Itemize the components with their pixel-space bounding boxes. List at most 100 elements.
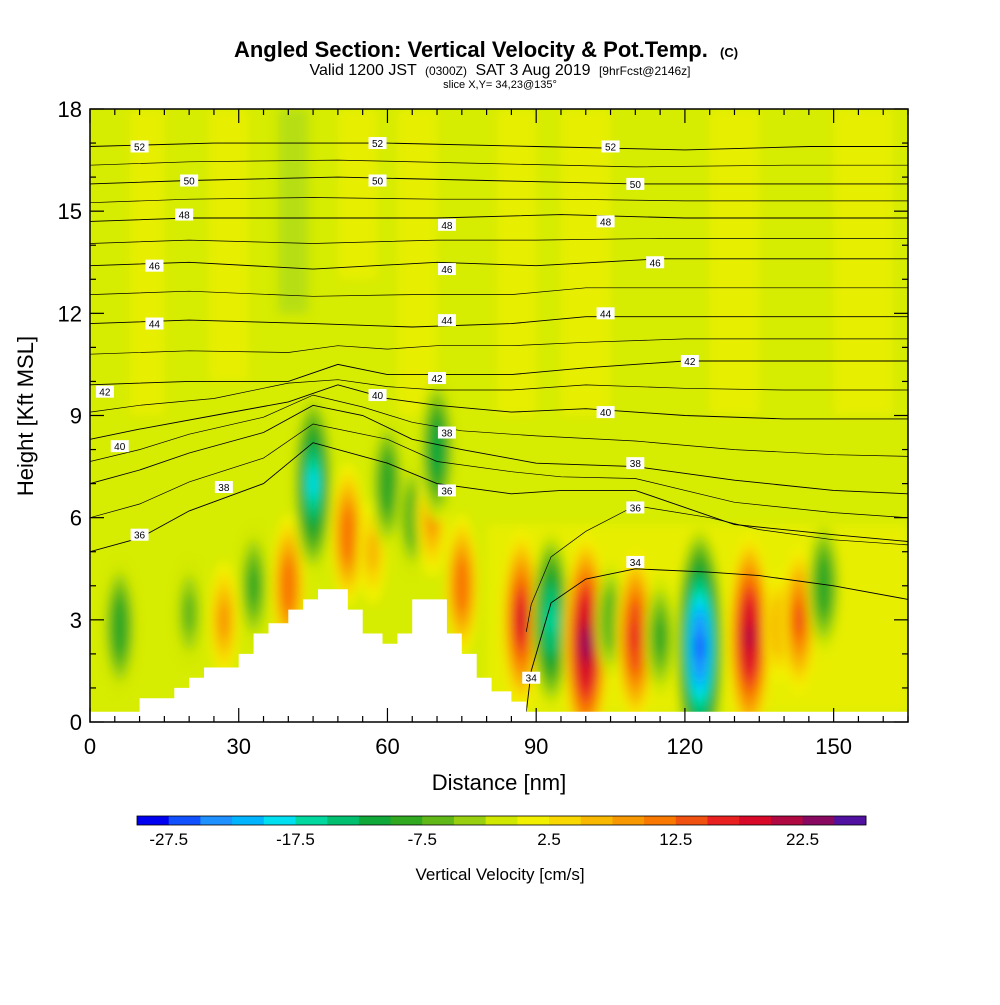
isentrope-label: 50 bbox=[368, 174, 387, 188]
isentrope-label-bg bbox=[646, 256, 665, 269]
isentrope-line bbox=[90, 258, 908, 270]
isentrope-label: 36 bbox=[626, 501, 645, 514]
velocity-cell bbox=[457, 570, 467, 602]
colorbar-tick-label: -27.5 bbox=[149, 830, 188, 849]
subtitle-date: SAT 3 Aug 2019 bbox=[475, 62, 590, 79]
x-tick-label: 90 bbox=[524, 734, 548, 759]
isentrope-label-bg bbox=[626, 501, 645, 514]
x-axis-label: Distance [nm] bbox=[432, 770, 567, 795]
isentrope-label-text: 42 bbox=[684, 357, 696, 368]
x-tick-label: 60 bbox=[375, 734, 399, 759]
velocity-cell bbox=[517, 604, 526, 635]
isentrope-label: 42 bbox=[428, 372, 447, 385]
y-tick-label: 12 bbox=[58, 301, 82, 326]
velocity-cell bbox=[343, 519, 353, 551]
colorbar-tick-label: 22.5 bbox=[786, 830, 819, 849]
velocity-cell bbox=[308, 468, 318, 499]
velocity-cell bbox=[283, 570, 293, 602]
colorbar-swatch bbox=[327, 816, 360, 825]
isentrope-label-text: 44 bbox=[600, 309, 612, 320]
isentrope-label-bg bbox=[680, 355, 699, 368]
isentrope-label-bg bbox=[596, 406, 615, 419]
isentrope-label: 48 bbox=[596, 215, 615, 228]
isentrope-label-text: 42 bbox=[99, 388, 111, 399]
chart-title: Angled Section: Vertical Velocity & Pot.… bbox=[234, 37, 708, 62]
isentrope-label: 36 bbox=[130, 528, 149, 542]
velocity-cell bbox=[406, 500, 418, 535]
x-tick-label: 0 bbox=[84, 734, 96, 759]
isentrope-label-bg bbox=[175, 208, 194, 221]
isentrope-label: 50 bbox=[626, 177, 645, 191]
isentrope-label-bg bbox=[368, 389, 387, 402]
isentrope-label-text: 46 bbox=[441, 265, 453, 276]
colorbar-swatch bbox=[834, 816, 867, 825]
isentrope-label: 52 bbox=[601, 140, 620, 153]
isentrope-line-minor bbox=[90, 394, 908, 462]
y-tick-label: 9 bbox=[70, 404, 82, 429]
isentrope-label-text: 34 bbox=[630, 558, 642, 569]
colorbar-labels: -27.5 -17.5 -7.5 2.5 12.5 22.5 bbox=[149, 830, 819, 849]
x-tick-label: 120 bbox=[667, 734, 704, 759]
isentrope-label-text: 38 bbox=[630, 459, 642, 470]
colorbar-frame bbox=[136, 815, 867, 826]
svg-text:Valid 1200 JST (0300Z): Valid 1200 JST (0300Z) SAT 3 Aug 2019 [9… bbox=[309, 62, 690, 79]
velocity-cell bbox=[695, 633, 704, 661]
velocity-cell bbox=[432, 434, 442, 465]
isentrope-label-bg bbox=[368, 174, 387, 187]
isentrope-label-bg bbox=[626, 177, 645, 190]
velocity-cell bbox=[546, 605, 556, 635]
isentrope-label-text: 52 bbox=[605, 142, 617, 153]
velocity-cell bbox=[818, 569, 829, 603]
velocity-cell bbox=[581, 629, 590, 658]
isentrope-label: 40 bbox=[596, 406, 615, 419]
isentrope-label-bg bbox=[428, 372, 447, 385]
colorbar-tick-label: -17.5 bbox=[276, 830, 315, 849]
isentrope-label-bg bbox=[437, 314, 456, 327]
isentrope-label: 44 bbox=[145, 317, 164, 331]
isentrope-label: 50 bbox=[180, 174, 199, 188]
isentrope-label-text: 38 bbox=[218, 483, 230, 494]
colorbar-tick-label: 2.5 bbox=[537, 830, 561, 849]
velocity-cell bbox=[631, 622, 640, 652]
x-tick-label: 150 bbox=[815, 734, 852, 759]
isentrope-label-bg bbox=[130, 140, 149, 153]
subtitle-slice: slice X,Y= 34,23@135° bbox=[443, 79, 557, 91]
isentrope-label-text: 46 bbox=[650, 258, 662, 269]
isentrope-label-text: 44 bbox=[149, 320, 161, 331]
isentrope-line-minor bbox=[90, 238, 908, 244]
colorbar-swatch bbox=[390, 816, 423, 825]
isentrope-label: 38 bbox=[626, 457, 645, 470]
colorbar-swatch bbox=[137, 816, 170, 825]
isentrope-label-bg bbox=[180, 174, 199, 187]
subtitle-utc: (0300Z) bbox=[425, 64, 467, 78]
colorbar-swatch bbox=[358, 816, 391, 825]
colorbar-swatch bbox=[802, 816, 835, 825]
isentrope-label-text: 40 bbox=[372, 391, 384, 402]
background-band bbox=[208, 109, 249, 382]
isentrope-label-bg bbox=[437, 263, 456, 276]
colorbar-swatch bbox=[232, 816, 265, 825]
colorbar-swatch bbox=[580, 816, 613, 825]
isentrope-label-bg bbox=[626, 457, 645, 470]
isentrope-label: 42 bbox=[680, 355, 699, 368]
isentrope-label: 34 bbox=[522, 671, 541, 685]
background-band bbox=[833, 109, 894, 416]
colorbar bbox=[136, 815, 867, 826]
isentrope-label: 38 bbox=[437, 426, 456, 440]
background-band bbox=[337, 109, 378, 280]
isentrope-label: 48 bbox=[175, 208, 194, 222]
colorbar-swatch bbox=[707, 816, 740, 825]
velocity-cell bbox=[366, 531, 379, 573]
subtitle-forecast: [9hrFcst@2146z] bbox=[599, 64, 691, 78]
isentrope-line bbox=[90, 316, 908, 328]
colorbar-swatch bbox=[200, 816, 233, 825]
colorbar-swatch bbox=[612, 816, 645, 825]
isentrope-label-text: 46 bbox=[149, 262, 161, 273]
isentrope-label: 46 bbox=[646, 256, 665, 269]
isentrope-label-bg bbox=[626, 555, 645, 568]
isentrope-label-text: 34 bbox=[526, 674, 538, 685]
isentrope-label-bg bbox=[437, 484, 456, 497]
isentrope-label-bg bbox=[522, 671, 541, 684]
isentrope-label-text: 48 bbox=[600, 217, 612, 228]
x-axis: 0 30 60 90 120 150 bbox=[84, 109, 909, 759]
